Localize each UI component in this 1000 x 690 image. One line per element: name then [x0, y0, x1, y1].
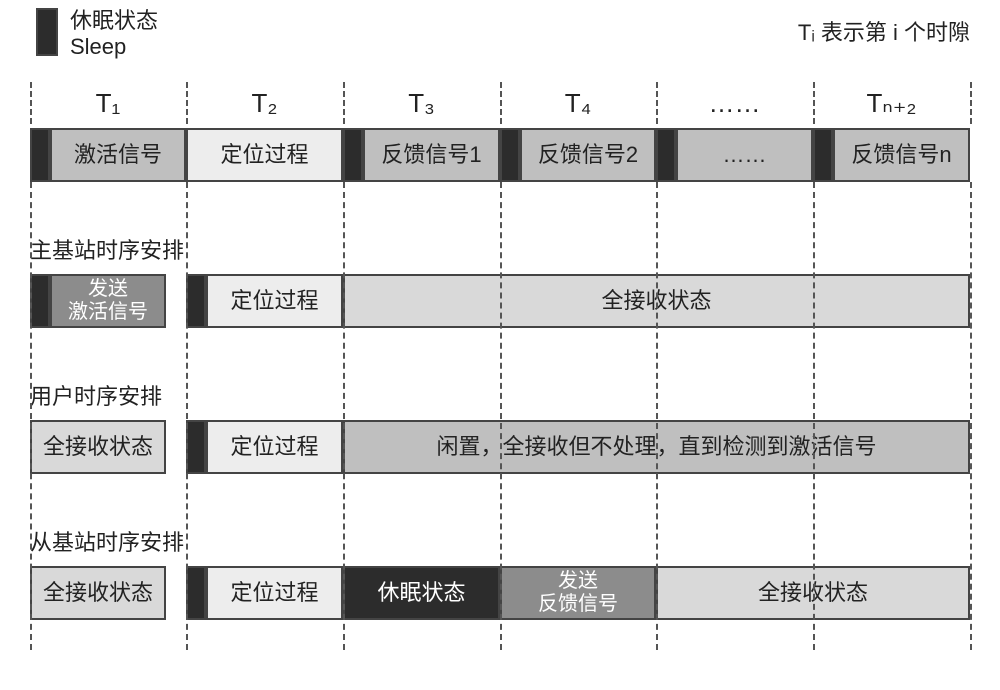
slot-divider-top [970, 82, 972, 124]
legend-sleep-swatch [36, 8, 58, 56]
slot-divider [656, 182, 658, 650]
slot-label: T₄ [500, 88, 656, 119]
timing-segment [186, 420, 206, 474]
slot-label: T₃ [343, 88, 500, 119]
slot-cell: 反馈信号n [833, 128, 970, 182]
slot-label: Tₙ₊₂ [813, 88, 970, 119]
slot-label: T₁ [30, 88, 186, 119]
slot-divider [970, 182, 972, 650]
legend-sleep-label: 休眠状态 Sleep [70, 8, 158, 61]
slot-divider-top [813, 82, 815, 124]
slot-cell: 反馈信号1 [363, 128, 500, 182]
slot-divider [813, 182, 815, 650]
slot-divider [343, 182, 345, 650]
slot-cell: 激活信号 [50, 128, 186, 182]
timing-segment: 发送 反馈信号 [500, 566, 656, 620]
row-title: 从基站时序安排 [30, 530, 184, 556]
timing-segment [186, 274, 206, 328]
sleep-sliver [500, 128, 520, 182]
slot-divider [30, 182, 32, 650]
row-title: 主基站时序安排 [30, 238, 184, 264]
timing-segment: 定位过程 [206, 566, 343, 620]
timing-segment [30, 274, 50, 328]
slot-divider [186, 182, 188, 650]
slot-divider-top [500, 82, 502, 124]
slot-cell: 定位过程 [186, 128, 343, 182]
timing-segment: 全接收状态 [30, 566, 166, 620]
slot-divider-top [343, 82, 345, 124]
sleep-sliver [656, 128, 676, 182]
row-title: 用户时序安排 [30, 384, 162, 410]
legend-note: Tᵢ 表示第 i 个时隙 [798, 20, 970, 46]
slot-divider-top [30, 82, 32, 124]
sleep-sliver [813, 128, 833, 182]
sleep-sliver [343, 128, 363, 182]
slot-cell: …… [676, 128, 813, 182]
timing-segment: 定位过程 [206, 274, 343, 328]
slot-divider-top [186, 82, 188, 124]
slot-label: T₂ [186, 88, 343, 119]
timing-segment: 发送 激活信号 [50, 274, 166, 328]
slot-cell: 反馈信号2 [520, 128, 656, 182]
slot-label: …… [656, 88, 813, 119]
timing-segment: 定位过程 [206, 420, 343, 474]
timing-segment: 休眠状态 [343, 566, 500, 620]
timing-segment [186, 566, 206, 620]
sleep-sliver [30, 128, 50, 182]
timing-segment: 全接收状态 [30, 420, 166, 474]
slot-divider [500, 182, 502, 650]
slot-divider-top [656, 82, 658, 124]
